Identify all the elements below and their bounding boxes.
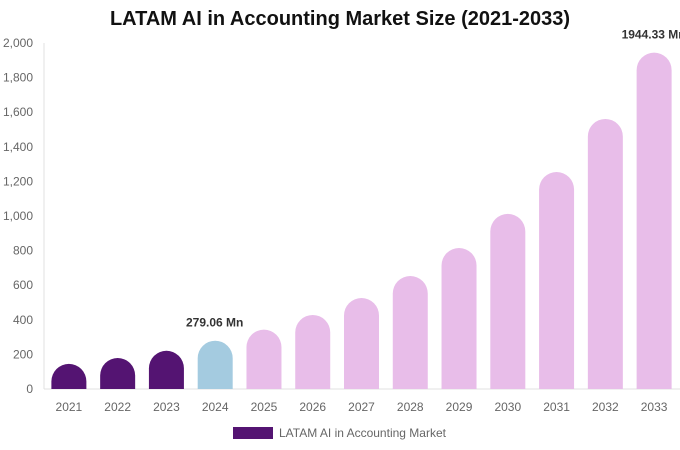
bar-2023 <box>148 350 184 389</box>
y-tick-label: 1,600 <box>3 105 33 119</box>
bar-2027 <box>344 298 379 389</box>
y-tick-label: 2,000 <box>3 36 33 50</box>
bar-2030 <box>490 213 526 389</box>
y-tick-label: 400 <box>13 313 33 327</box>
bar-2028 <box>392 276 428 389</box>
x-tick-label: 2029 <box>446 400 473 414</box>
data-label: 1944.33 Mn <box>622 28 680 42</box>
legend-swatch <box>233 427 273 439</box>
bar-2033 <box>636 52 672 389</box>
y-tick-label: 200 <box>13 347 33 361</box>
x-tick-label: 2031 <box>543 400 570 414</box>
bar-2024 <box>197 340 233 389</box>
y-tick-label: 1,400 <box>3 140 33 154</box>
bar-2022 <box>100 358 136 389</box>
bar-2021 <box>51 363 87 389</box>
y-tick-label: 600 <box>13 278 33 292</box>
bar-2031 <box>539 172 575 389</box>
legend[interactable]: LATAM AI in Accounting Market <box>233 426 446 440</box>
x-tick-label: 2025 <box>251 400 278 414</box>
chart-title: LATAM AI in Accounting Market Size (2021… <box>109 8 571 30</box>
bar-2026 <box>295 314 331 389</box>
data-label: 279.06 Mn <box>186 316 243 330</box>
bar-2029 <box>441 248 477 389</box>
x-tick-label: 2030 <box>494 400 521 414</box>
x-tick-label: 2021 <box>56 400 83 414</box>
x-tick-label: 2028 <box>397 400 424 414</box>
y-tick-label: 1,200 <box>3 174 33 188</box>
bar-2025 <box>246 329 282 389</box>
y-tick-label: 1,000 <box>3 209 33 223</box>
x-tick-label: 2023 <box>153 400 180 414</box>
x-tick-label: 2022 <box>104 400 131 414</box>
x-tick-label: 2033 <box>641 400 668 414</box>
bar-2032 <box>587 118 623 389</box>
y-tick-label: 0 <box>26 382 33 396</box>
y-tick-label: 800 <box>13 244 33 258</box>
x-tick-label: 2024 <box>202 400 229 414</box>
y-tick-label: 1,800 <box>3 71 33 85</box>
x-tick-label: 2027 <box>348 400 375 414</box>
x-tick-label: 2032 <box>592 400 619 414</box>
x-tick-label: 2026 <box>299 400 326 414</box>
legend-label: LATAM AI in Accounting Market <box>279 426 446 440</box>
